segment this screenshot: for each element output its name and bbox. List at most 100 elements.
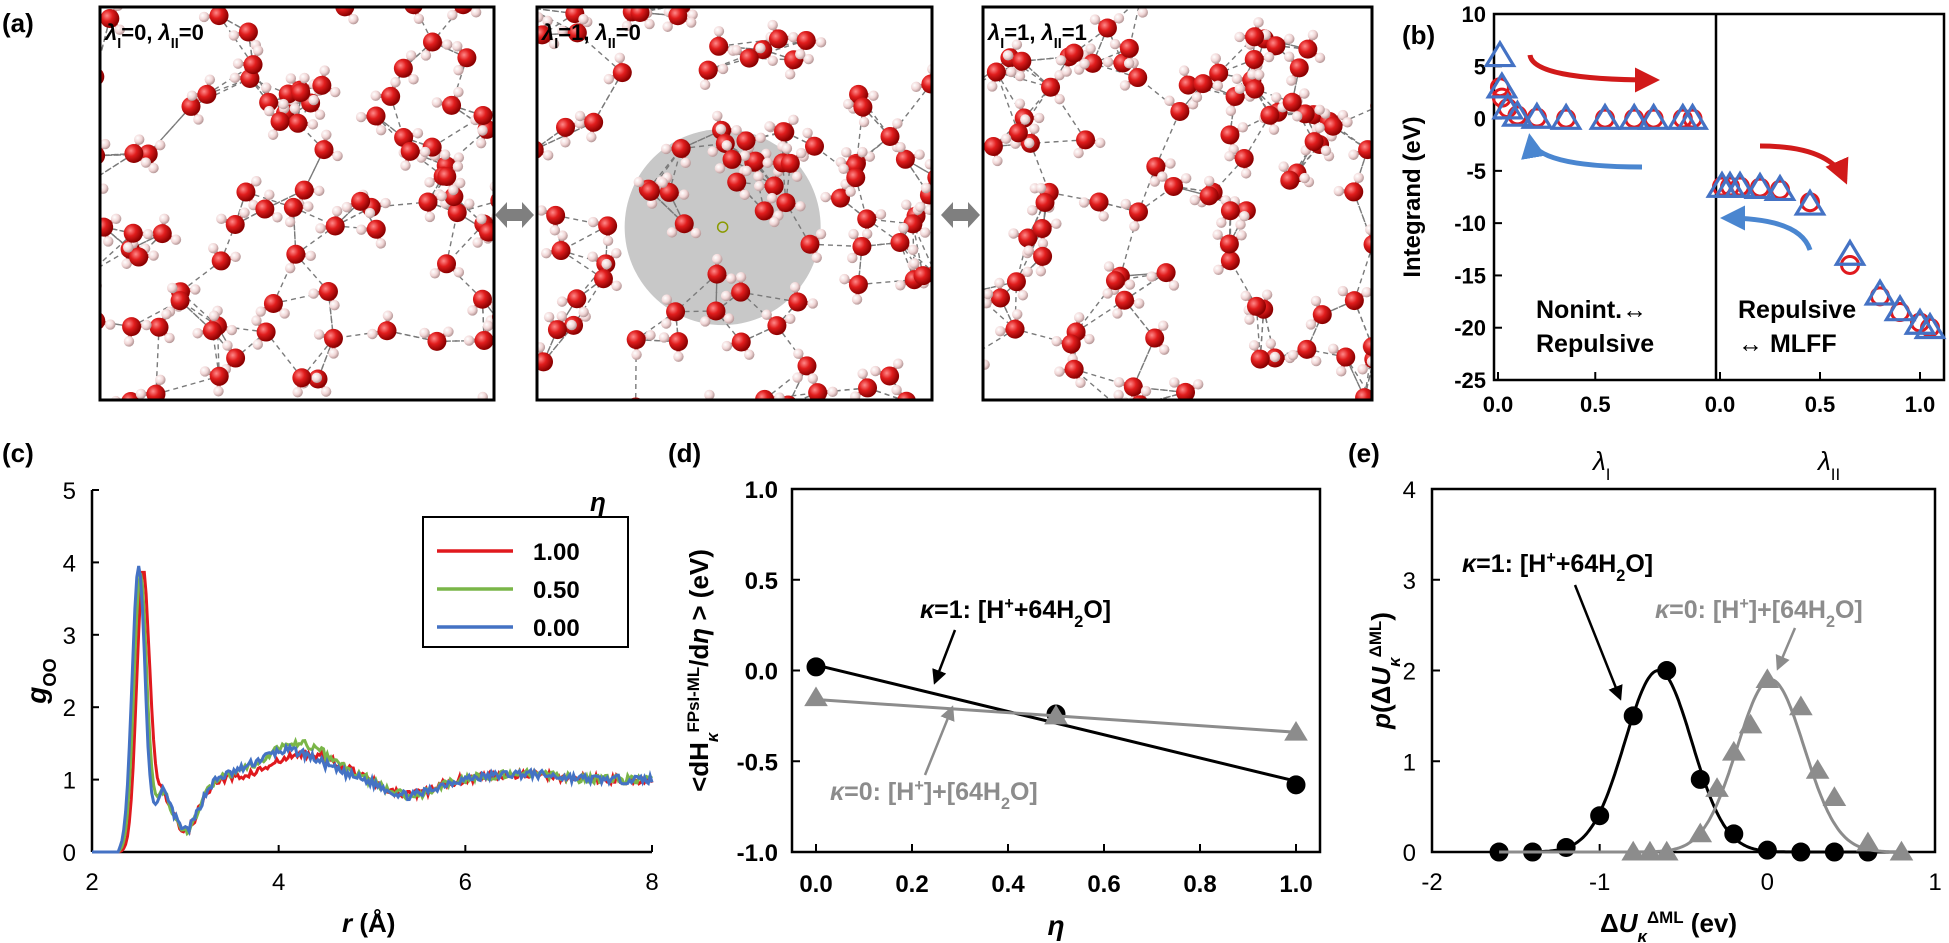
hydrogen-atom — [942, 278, 952, 288]
hydrogen-atom — [308, 94, 319, 106]
hydrogen-atom — [587, 251, 598, 262]
oxygen-atom — [584, 112, 604, 132]
oh-bond — [709, 410, 723, 415]
hydrogen-atom — [857, 146, 868, 158]
water-molecule — [263, 105, 290, 140]
hydrogen-atom — [1278, 161, 1289, 172]
hydrogen-bond — [453, 196, 485, 225]
oxygen-atom — [767, 316, 787, 336]
water-molecule — [910, 63, 932, 94]
hydrogen-bond — [1353, 245, 1372, 301]
hydrogen-atom — [1189, 194, 1200, 206]
y-tick-label: 0 — [1403, 840, 1416, 867]
oxygen-atom — [1008, 123, 1028, 143]
hydrogen-atom — [510, 195, 520, 205]
hydrogen-atom — [1146, 271, 1157, 282]
oxygen-atom — [81, 0, 100, 15]
oxygen-atom — [286, 244, 306, 264]
water-molecule — [100, 213, 122, 247]
hydrogen-atom — [412, 128, 424, 139]
hydrogen-atom — [1169, 377, 1180, 388]
hydrogen-atom — [1353, 172, 1364, 183]
oh-bond — [504, 317, 514, 328]
oxygen-atom — [236, 182, 256, 202]
oxygen-atom — [808, 383, 828, 400]
hydrogen-atom — [767, 55, 778, 66]
hydrogen-bond — [576, 32, 623, 74]
water-molecule — [736, 131, 766, 161]
hydrogen-atom — [1140, 385, 1152, 397]
hydrogen-atom — [1029, 123, 1040, 135]
hydrogen-atom — [910, 81, 922, 93]
hydrogen-atom — [587, 216, 599, 228]
hydrogen-atom — [1073, 147, 1084, 159]
annotation-kappa-0-part: κ — [830, 778, 846, 806]
x-tick-label: -1 — [1589, 869, 1610, 896]
oxygen-atom — [294, 180, 314, 200]
hydrogen-atom — [1212, 229, 1223, 240]
hydrogen-atom — [198, 11, 210, 23]
water-molecule — [355, 106, 387, 136]
oxygen-atom — [259, 92, 279, 112]
hydrogen-atom — [1014, 98, 1026, 109]
hydrogen-atom — [611, 247, 622, 259]
hydrogen-atom — [400, 160, 411, 171]
data-point — [1284, 720, 1308, 741]
hydrogen-atom — [305, 250, 316, 262]
oxygen-atom — [1289, 58, 1309, 78]
hydrogen-atom — [453, 152, 465, 163]
oxygen-atom — [897, 391, 916, 400]
water-molecule — [662, 7, 697, 32]
oxygen-atom — [858, 378, 878, 398]
oxygen-atom — [1005, 319, 1025, 339]
oxygen-atom — [1176, 382, 1196, 400]
oxygen-atom — [1115, 290, 1135, 310]
hydrogen-bond — [335, 225, 377, 230]
water-molecule — [312, 65, 341, 98]
hydrogen-atom — [901, 199, 912, 210]
water-molecule — [1320, 108, 1353, 136]
y-tick-label: -10 — [1454, 211, 1486, 236]
water-molecule — [666, 214, 702, 239]
hydrogen-atom — [370, 90, 381, 101]
x-tick-label: 6 — [459, 869, 472, 896]
hydrogen-atom — [100, 138, 111, 150]
water-molecule — [236, 176, 262, 211]
y-tick-label: -15 — [1454, 263, 1486, 288]
oxygen-atom — [1178, 75, 1198, 95]
hydrogen-atom — [314, 185, 325, 197]
x-tick-label: 0.8 — [1183, 871, 1216, 898]
snapshot-label-part: II — [171, 36, 179, 52]
water-molecule — [1304, 122, 1332, 156]
water-molecule — [122, 223, 154, 253]
x-axis-label-part: λ — [1591, 446, 1606, 476]
data-point — [1044, 704, 1068, 725]
oxygen-atom — [1123, 377, 1143, 397]
oxygen-atom — [518, 0, 537, 17]
water-molecule — [1328, 343, 1356, 377]
snapshot-label-part: II — [1054, 36, 1062, 52]
hydrogen-atom — [924, 159, 932, 170]
hydrogen-atom — [712, 110, 723, 122]
hydrogen-atom — [1054, 366, 1065, 377]
hydrogen-atom — [699, 79, 711, 91]
oxygen-atom — [437, 254, 457, 274]
hydrogen-atom — [232, 58, 244, 69]
hydrogen-atom — [893, 409, 903, 419]
oxygen-atom — [1336, 347, 1356, 367]
backward-arrow-icon — [1720, 205, 1813, 251]
hydrogen-atom — [841, 147, 852, 158]
hydrogen-atom — [1119, 80, 1131, 91]
oxygen-atom — [100, 312, 106, 330]
x-tick-label: 0.0 — [1705, 392, 1736, 417]
hydrogen-atom — [477, 125, 488, 136]
hydrogen-atom — [789, 282, 801, 293]
oh-bond — [693, 409, 704, 419]
hydrogen-atom — [537, 12, 544, 23]
hydrogen-atom — [155, 139, 166, 151]
hydrogen-atom — [267, 129, 279, 140]
water-molecule — [755, 389, 785, 400]
hydrogen-atom — [134, 134, 145, 145]
hydrogen-atom — [159, 213, 170, 224]
hydrogen-atom — [419, 327, 430, 339]
